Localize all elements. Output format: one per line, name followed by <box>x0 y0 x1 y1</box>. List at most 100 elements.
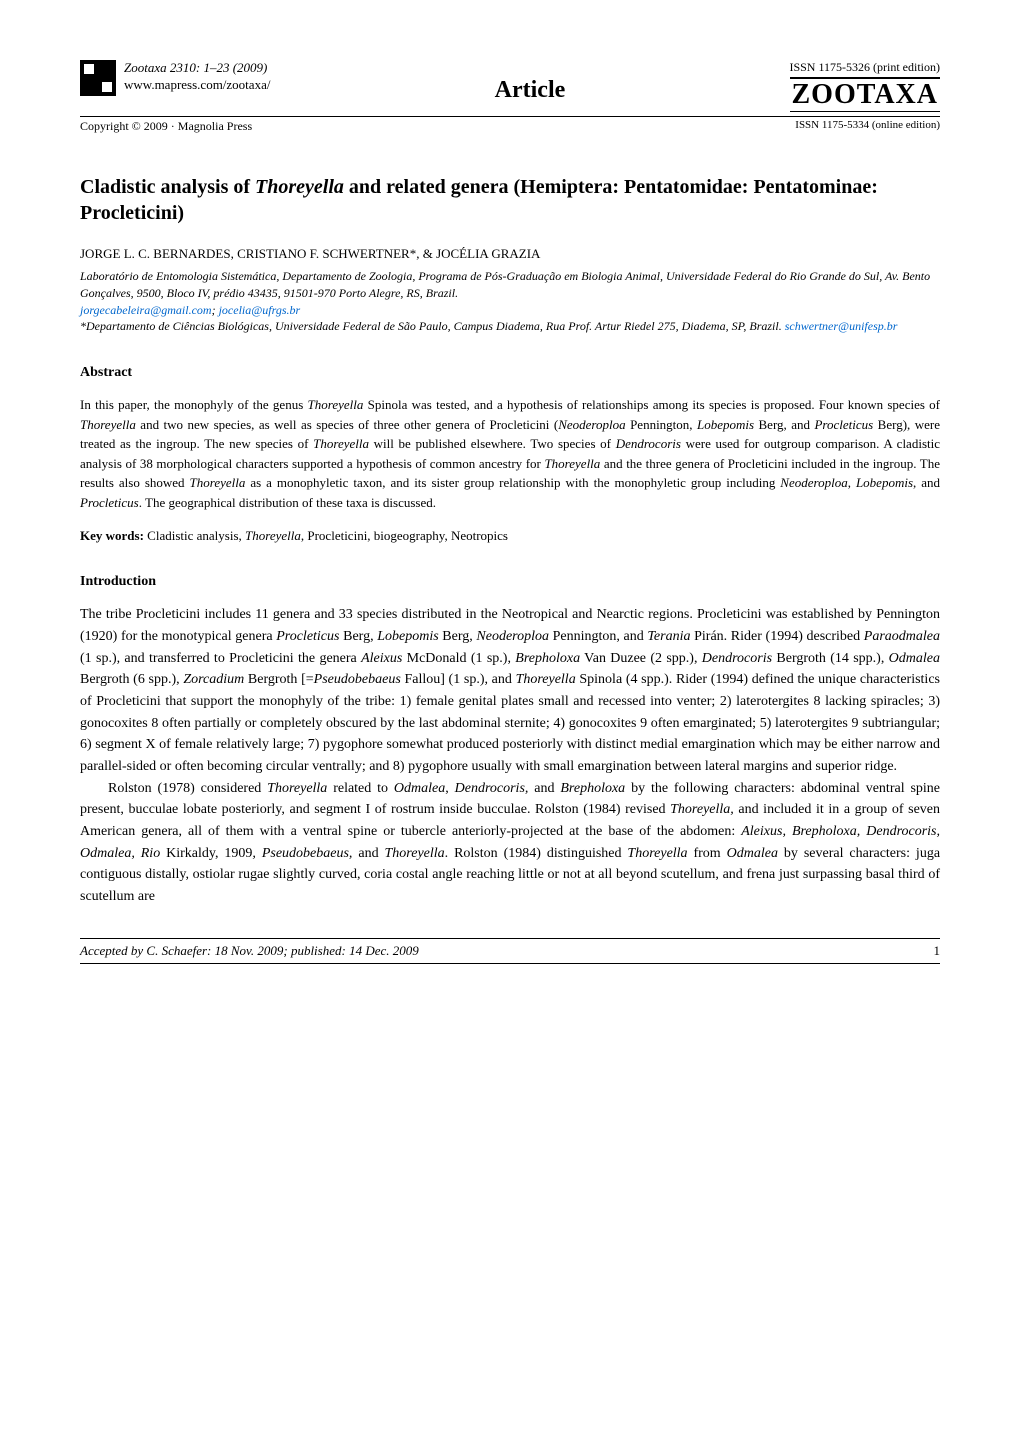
email-sep: ; <box>212 303 219 317</box>
keywords-a: Cladistic analysis, <box>144 528 245 543</box>
issn-print: ISSN 1175-5326 (print edition) <box>789 60 940 75</box>
abs-i: Dendrocoris <box>616 436 681 451</box>
abstract-body: In this paper, the monophyly of the genu… <box>80 395 940 512</box>
p1-i: Paraodmalea <box>864 629 940 644</box>
affiliation-1: Laboratório de Entomologia Sistemática, … <box>80 268 940 318</box>
p1-i: Aleixus <box>361 651 402 666</box>
abs-t: as a monophyletic taxon, and its sister … <box>245 475 780 490</box>
p1-t: Spinola (4 spp.). Rider (1994) defined t… <box>80 672 940 774</box>
p2-i: Dendrocoris, <box>455 781 529 796</box>
affiliation-1-text: Laboratório de Entomologia Sistemática, … <box>80 269 930 300</box>
p2-i: , Pseudobebaeus, <box>252 846 352 861</box>
p1-t: Van Duzee (2 spp.), <box>580 651 702 666</box>
p2-i: Odmalea <box>727 846 778 861</box>
p1-i: Thoreyella <box>516 672 576 687</box>
p1-t: Berg, <box>339 629 377 644</box>
p2-t: from <box>688 846 727 861</box>
authors: JORGE L. C. BERNARDES, CRISTIANO F. SCHW… <box>80 246 940 262</box>
keywords-label: Key words: <box>80 528 144 543</box>
p2-t: . Rolston (1984) distinguished <box>445 846 628 861</box>
abstract-heading: Abstract <box>80 365 940 381</box>
keywords: Key words: Cladistic analysis, Thoreyell… <box>80 528 940 544</box>
intro-para-2: Rolston (1978) considered Thoreyella rel… <box>80 778 940 908</box>
issn-online: ISSN 1175-5334 (online edition) <box>795 119 940 134</box>
copyright-row: Copyright © 2009 · Magnolia Press ISSN 1… <box>80 116 940 134</box>
p2-i: Thoreyella <box>627 846 687 861</box>
p1-i: Odmalea <box>889 651 940 666</box>
p2-t: and <box>352 846 384 861</box>
p2-t: related to <box>327 781 394 796</box>
abs-t: Spinola was tested, and a hypothesis of … <box>363 397 940 412</box>
title-genus: Thoreyella <box>255 176 344 198</box>
title-prefix: Cladistic analysis of <box>80 176 255 198</box>
introduction-body: The tribe Procleticini includes 11 gener… <box>80 604 940 908</box>
email-link-2[interactable]: jocelia@ufrgs.br <box>219 303 301 317</box>
keywords-c: , Procleticini, biogeography, Neotropics <box>301 528 508 543</box>
p1-t: Fallou] (1 sp.), and <box>401 672 516 687</box>
abs-t: , <box>848 475 856 490</box>
abs-i: Thoreyella <box>80 417 136 432</box>
paper-title: Cladistic analysis of Thoreyella and rel… <box>80 174 940 226</box>
p2-t: , <box>445 781 454 796</box>
abs-i: Neoderoploa <box>780 475 847 490</box>
abs-t: Berg, and <box>754 417 814 432</box>
abs-t: . The geographical distribution of these… <box>139 495 436 510</box>
abs-i: Procleticus <box>80 495 139 510</box>
p1-i: Terania <box>647 629 690 644</box>
p1-i: Dendrocoris <box>702 651 772 666</box>
copyright-text: Copyright © 2009 · Magnolia Press <box>80 119 252 134</box>
journal-info: Zootaxa 2310: 1–23 (2009) www.mapress.co… <box>124 60 270 94</box>
journal-url: www.mapress.com/zootaxa/ <box>124 77 270 94</box>
accepted-date: Accepted by C. Schaefer: 18 Nov. 2009; p… <box>80 943 419 959</box>
article-label: Article <box>495 77 566 104</box>
p1-t: (1 sp.), and transferred to Procleticini… <box>80 651 361 666</box>
p1-i: Neoderoploa <box>476 629 549 644</box>
p1-i: Lobepomis <box>377 629 438 644</box>
affiliation-2: *Departamento de Ciências Biológicas, Un… <box>80 318 940 335</box>
introduction-heading: Introduction <box>80 574 940 590</box>
abs-t: , and <box>913 475 940 490</box>
page-footer: Accepted by C. Schaefer: 18 Nov. 2009; p… <box>80 938 940 964</box>
abs-t: will be published elsewhere. Two species… <box>369 436 616 451</box>
p1-t: McDonald (1 sp.), <box>402 651 515 666</box>
abs-i: Lobepomis <box>697 417 754 432</box>
abs-i: Procleticus <box>814 417 873 432</box>
abs-i: Lobepomis <box>856 475 913 490</box>
p2-i: Thoreyella, <box>670 802 734 817</box>
abs-t: Pennington, <box>626 417 697 432</box>
p1-i: Procleticus <box>276 629 339 644</box>
zootaxa-logo: ZOOTAXA <box>790 77 941 112</box>
abs-t: and two new species, as well as species … <box>136 417 558 432</box>
abs-i: Thoreyella <box>313 436 369 451</box>
abs-i: Neoderoploa <box>558 417 625 432</box>
p1-t: Bergroth (14 spp.), <box>772 651 889 666</box>
abs-i: Thoreyella <box>544 456 600 471</box>
journal-header: Zootaxa 2310: 1–23 (2009) www.mapress.co… <box>80 60 940 112</box>
header-left: Zootaxa 2310: 1–23 (2009) www.mapress.co… <box>80 60 270 96</box>
p1-t: Bergroth [= <box>244 672 313 687</box>
p1-t: Pennington, and <box>549 629 647 644</box>
p1-t: Bergroth (6 spp.), <box>80 672 183 687</box>
p1-t: Pirán. Rider (1994) described <box>690 629 863 644</box>
p2-i: Thoreyella <box>385 846 445 861</box>
qr-icon <box>80 60 116 96</box>
journal-citation: Zootaxa 2310: 1–23 (2009) <box>124 60 270 77</box>
page-number: 1 <box>934 943 941 959</box>
abs-i: Thoreyella <box>190 475 246 490</box>
abs-t: In this paper, the monophyly of the genu… <box>80 397 308 412</box>
email-link-1[interactable]: jorgecabeleira@gmail.com <box>80 303 212 317</box>
p2-i: Odmalea <box>394 781 445 796</box>
header-right: ISSN 1175-5326 (print edition) ZOOTAXA <box>789 60 940 112</box>
email-link-3[interactable]: schwertner@unifesp.br <box>785 319 898 333</box>
keywords-b: Thoreyella <box>245 528 301 543</box>
p2-i: Thoreyella <box>267 781 327 796</box>
p2-i: Brepholoxa <box>560 781 625 796</box>
p1-i: Pseudobebaeus <box>314 672 401 687</box>
abs-i: Thoreyella <box>308 397 364 412</box>
affiliation-2-text: *Departamento de Ciências Biológicas, Un… <box>80 319 785 333</box>
p2-t: Kirkaldy, 1909 <box>160 846 252 861</box>
intro-para-1: The tribe Procleticini includes 11 gener… <box>80 604 940 778</box>
p1-t: Berg, <box>439 629 477 644</box>
p2-t: and <box>528 781 560 796</box>
p2-t: Rolston (1978) considered <box>108 781 267 796</box>
